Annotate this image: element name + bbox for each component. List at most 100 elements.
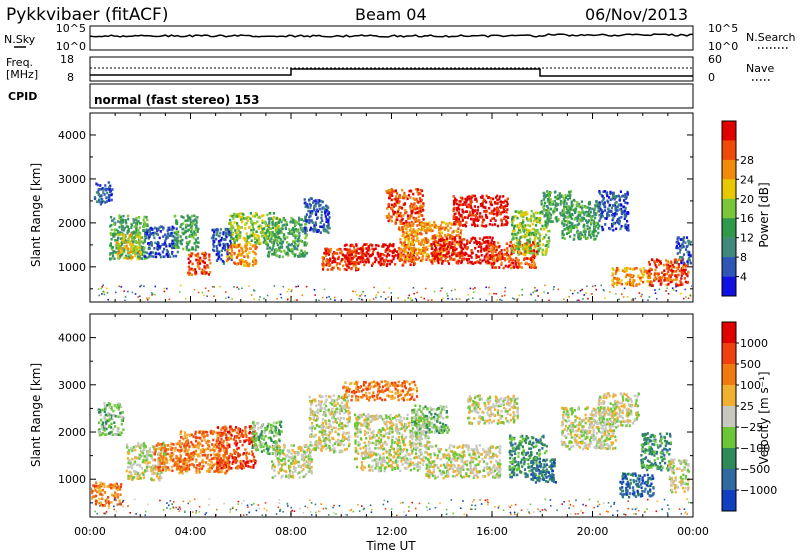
- data-cell: [165, 237, 168, 240]
- data-cell: [136, 246, 139, 249]
- data-cell: [623, 195, 626, 199]
- data-cell: [233, 261, 236, 264]
- data-cell: [650, 268, 653, 272]
- data-cell: [356, 294, 358, 296]
- data-cell: [250, 228, 253, 232]
- data-cell: [114, 483, 117, 486]
- data-cell: [595, 204, 598, 208]
- data-cell: [318, 207, 321, 211]
- data-cell: [635, 283, 638, 286]
- data-cell: [395, 192, 399, 195]
- data-cell: [144, 223, 147, 226]
- data-cell: [491, 212, 494, 215]
- data-cell: [108, 405, 111, 409]
- data-cell: [103, 404, 106, 408]
- data-cell: [97, 288, 100, 290]
- data-cell: [473, 237, 476, 240]
- data-cell: [487, 241, 490, 244]
- data-cell: [487, 196, 490, 199]
- data-cell: [372, 250, 375, 253]
- data-cell: [611, 267, 614, 270]
- data-cell: [194, 268, 197, 271]
- data-cell: [135, 247, 138, 250]
- data-cell: [236, 231, 239, 234]
- data-cell: [170, 231, 173, 235]
- data-cell: [612, 228, 615, 232]
- data-cell: [476, 224, 479, 227]
- data-cell: [114, 239, 117, 242]
- data-cell: [675, 275, 678, 279]
- data-cell: [433, 290, 436, 293]
- data-cell: [102, 200, 105, 203]
- data-cell: [475, 197, 478, 201]
- data-cell: [506, 247, 509, 250]
- data-cell: [162, 226, 165, 229]
- data-cell: [230, 253, 233, 257]
- data-cell: [543, 291, 545, 293]
- data-cell: [110, 193, 113, 197]
- data-cell: [465, 252, 468, 256]
- data-cell: [254, 212, 257, 215]
- data-cell: [530, 209, 533, 213]
- data-cell: [327, 231, 330, 235]
- data-cell: [166, 254, 169, 258]
- data-cell: [445, 235, 448, 239]
- data-cell: [649, 280, 652, 284]
- data-cell: [613, 214, 616, 218]
- data-cell: [544, 195, 547, 199]
- data-cell: [302, 227, 305, 230]
- data-cell: [91, 496, 93, 500]
- data-cell: [539, 221, 542, 225]
- data-cell: [596, 203, 599, 207]
- data-cell: [117, 415, 120, 418]
- data-cell: [197, 245, 200, 249]
- data-cell: [362, 290, 364, 293]
- data-cell: [167, 253, 170, 256]
- data-cell: [418, 197, 422, 200]
- data-cell: [381, 245, 384, 248]
- data-cell: [470, 249, 473, 252]
- data-cell: [168, 244, 172, 248]
- data-cell: [525, 234, 528, 238]
- data-cell: [404, 256, 407, 259]
- data-cell: [198, 262, 202, 265]
- data-cell: [553, 286, 555, 288]
- data-cell: [581, 219, 584, 222]
- data-cell: [490, 257, 493, 261]
- data-cell: [521, 294, 523, 296]
- data-cell: [319, 231, 322, 234]
- data-cell: [525, 217, 528, 220]
- data-cell: [418, 242, 421, 246]
- data-cell: [452, 252, 455, 256]
- data-cell: [103, 483, 106, 486]
- data-cell: [151, 231, 154, 235]
- data-cell: [395, 215, 398, 218]
- data-cell: [618, 219, 622, 223]
- data-cell: [319, 203, 322, 207]
- data-cell: [287, 243, 290, 246]
- data-cell: [253, 298, 255, 300]
- data-cell: [204, 270, 207, 274]
- data-cell: [588, 230, 591, 234]
- data-cell: [454, 252, 457, 256]
- data-cell: [289, 249, 292, 253]
- data-cell: [464, 203, 467, 206]
- data-cell: [491, 262, 494, 266]
- data-cell: [227, 248, 230, 252]
- data-cell: [571, 222, 574, 225]
- data-cell: [517, 241, 521, 244]
- data-cell: [180, 215, 183, 219]
- station-title: Pykkvibaer (fitACF): [6, 5, 168, 25]
- data-cell: [169, 255, 172, 259]
- data-cell: [485, 261, 488, 265]
- data-cell: [459, 243, 462, 246]
- data-cell: [452, 249, 455, 252]
- data-cell: [255, 246, 258, 249]
- data-cell: [677, 265, 681, 269]
- data-cell: [323, 208, 326, 211]
- data-cell: [436, 259, 440, 263]
- data-cell: [327, 259, 330, 262]
- data-cell: [392, 255, 396, 258]
- data-cell: [612, 279, 615, 282]
- data-cell: [409, 229, 412, 232]
